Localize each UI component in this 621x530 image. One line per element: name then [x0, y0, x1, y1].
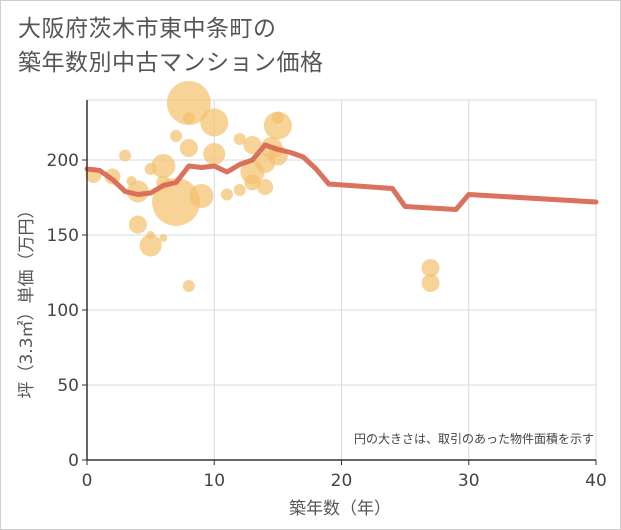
label-layer: 築年数（年） 坪（3.3㎡）単価（万円） 円の大きさは、取引のあった物件面積を示…: [17, 201, 594, 519]
x-axis-label: 築年数（年）: [289, 499, 391, 519]
scatter-point-28: [257, 179, 274, 195]
y-tick-label-100: 100: [47, 301, 79, 321]
y-tick-label-50: 50: [57, 376, 79, 396]
scatter-point-21: [220, 188, 233, 201]
scatter-point-33: [421, 259, 440, 277]
scatter-point-31: [263, 111, 292, 140]
trend-layer: [84, 142, 599, 212]
scatter-point-13: [152, 178, 201, 226]
size-annotation: 円の大きさは、取引のあった物件面積を示す: [354, 431, 594, 446]
scatter-point-11: [159, 234, 168, 242]
x-tick-label-40: 40: [585, 471, 607, 491]
axis-layer: 0 10 20 30 40 0 50 100 150 200: [47, 100, 607, 491]
title-line-2: 築年数別中古マンション価格: [18, 50, 324, 76]
scatter-point-22: [233, 133, 246, 145]
scatter-point-17: [182, 280, 195, 292]
scatter-point-2: [119, 149, 132, 162]
scatter-point-4: [126, 180, 149, 203]
y-tick-label-0: 0: [68, 451, 79, 471]
scatter-point-14: [166, 81, 211, 125]
scatter-point-8: [139, 234, 162, 257]
x-tick-label-30: 30: [458, 471, 480, 491]
title-line-1: 大阪府茨木市東中条町の: [18, 16, 277, 42]
trend-line: [84, 142, 599, 212]
scatter-point-16: [179, 139, 198, 157]
scatter-point-15: [182, 112, 195, 124]
scatter-point-23: [233, 184, 246, 196]
y-tick-label-200: 200: [47, 151, 79, 171]
chart-title: 大阪府茨木市東中条町の 築年数別中古マンション価格: [18, 12, 324, 80]
scatter-point-19: [200, 108, 229, 137]
scatter-point-9: [151, 154, 176, 178]
scatter-point-24: [243, 136, 262, 154]
scatter-point-18: [189, 184, 214, 208]
scatter-point-20: [203, 143, 226, 165]
bubble-layer: [85, 81, 440, 292]
x-tick-label-0: 0: [82, 471, 93, 491]
x-tick-label-10: 10: [203, 471, 225, 491]
scatter-point-26: [244, 174, 261, 191]
y-axis-label: 坪（3.3㎡）単価（万円）: [17, 201, 37, 398]
scatter-point-12: [170, 130, 183, 142]
x-tick-label-20: 20: [331, 471, 353, 491]
scatter-point-5: [128, 215, 147, 234]
scatter-point-34: [421, 274, 440, 292]
y-tick-label-150: 150: [47, 226, 79, 246]
